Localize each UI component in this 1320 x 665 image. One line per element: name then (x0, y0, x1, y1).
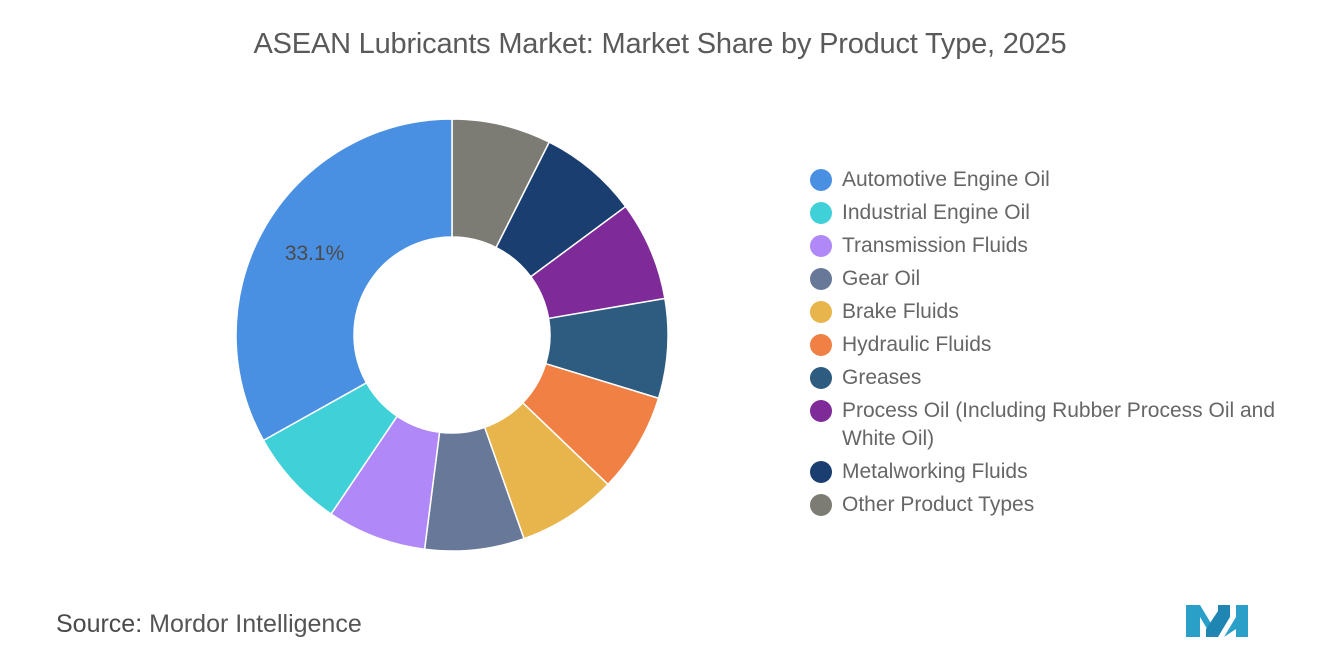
legend-label: Greases (842, 366, 922, 389)
logo-left-stroke (1186, 605, 1212, 637)
legend-item-metalworking-fluids: Metalworking Fluids (810, 458, 1280, 486)
legend-label: Gear Oil (842, 267, 921, 290)
legend-item-gear-oil: Gear Oil (810, 265, 1280, 293)
legend-item-transmission-fluids: Transmission Fluids (810, 232, 1280, 260)
legend-label: Other Product Types (842, 493, 1035, 516)
legend-swatch (810, 169, 832, 191)
legend-swatch (810, 461, 832, 483)
data-label-automotive-engine-oil: 33.1% (285, 242, 345, 265)
source-note: Source: Mordor Intelligence (56, 610, 362, 639)
legend-item-hydraulic-fluids: Hydraulic Fluids (810, 331, 1280, 359)
legend-swatch (810, 494, 832, 516)
legend-swatch (810, 334, 832, 356)
legend-item-greases: Greases (810, 364, 1280, 392)
legend-item-automotive-engine-oil: Automotive Engine Oil (810, 166, 1280, 194)
logo-middle-stroke (1206, 605, 1230, 637)
legend-label: Process Oil (Including Rubber Process Oi… (842, 399, 1276, 450)
legend-label: Industrial Engine Oil (842, 201, 1030, 224)
legend-label: Transmission Fluids (842, 234, 1028, 257)
mordor-intelligence-logo (1186, 605, 1248, 637)
legend-label: Brake Fluids (842, 300, 959, 323)
legend-item-industrial-engine-oil: Industrial Engine Oil (810, 199, 1280, 227)
donut-data-labels: 33.1% (285, 242, 345, 265)
source-value: Mordor Intelligence (149, 610, 362, 638)
logo-right-stroke (1224, 605, 1248, 637)
chart-title: ASEAN Lubricants Market: Market Share by… (253, 28, 1067, 60)
legend-swatch (810, 367, 832, 389)
legend-swatch (810, 202, 832, 224)
legend-label: Metalworking Fluids (842, 460, 1028, 483)
legend-swatch (810, 235, 832, 257)
chart-legend: Automotive Engine Oil Industrial Engine O… (810, 166, 1280, 524)
donut-slices (235, 118, 669, 552)
legend-swatch (810, 301, 832, 323)
legend-item-other-product-types: Other Product Types (810, 491, 1280, 519)
legend-label: Hydraulic Fluids (842, 333, 992, 356)
legend-item-process-oil: Process Oil (Including Rubber Process Oi… (810, 397, 1280, 453)
slice-automotive-engine-oil (235, 118, 453, 442)
legend-label: Automotive Engine Oil (842, 168, 1050, 191)
legend-swatch (810, 400, 832, 422)
legend-item-brake-fluids: Brake Fluids (810, 298, 1280, 326)
source-label: Source: (56, 610, 143, 638)
legend-swatch (810, 268, 832, 290)
